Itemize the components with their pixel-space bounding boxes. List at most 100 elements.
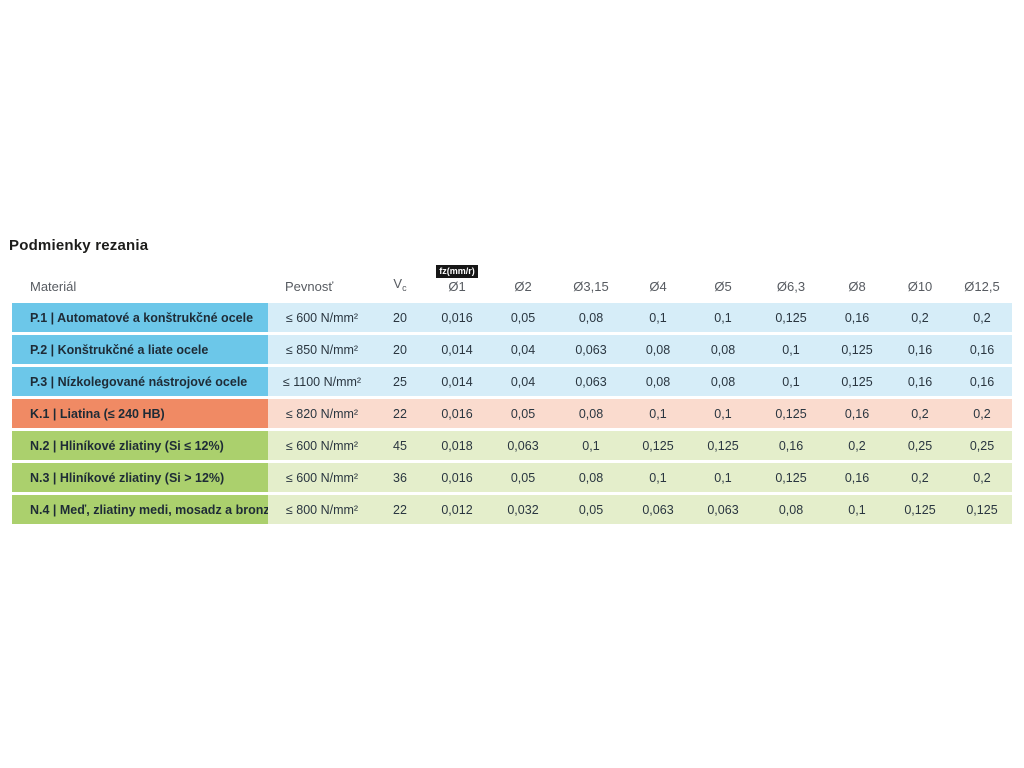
- column-header-material: Materiál: [30, 278, 77, 294]
- fz-cell: 0,063: [626, 495, 690, 524]
- fz-cell: 0,125: [756, 463, 826, 492]
- column-header-diameter-8: Ø10: [907, 278, 933, 294]
- fz-cell: 0,1: [756, 335, 826, 364]
- table-row: N.2 | Hliníkové zliatiny (Si ≤ 12%) ≤ 600…: [12, 431, 1012, 460]
- fz-cell: 0,08: [690, 367, 756, 396]
- fz-cell: 0,018: [424, 431, 490, 460]
- vc-cell: 20: [376, 303, 424, 332]
- vc-cell: 20: [376, 335, 424, 364]
- column-header-diameter-5: Ø5: [714, 278, 732, 294]
- column-header-strength: Pevnosť: [285, 278, 334, 294]
- fz-cell: 0,16: [826, 303, 888, 332]
- fz-cell: 0,1: [690, 303, 756, 332]
- fz-cell: 0,05: [490, 303, 556, 332]
- fz-cell: 0,16: [888, 335, 952, 364]
- fz-cell: 0,25: [888, 431, 952, 460]
- vc-subscript: c: [402, 283, 407, 294]
- fz-cell: 0,2: [952, 399, 1012, 428]
- fz-cell: 0,08: [626, 335, 690, 364]
- fz-cell: 0,16: [888, 367, 952, 396]
- fz-cell: 0,014: [424, 335, 490, 364]
- fz-cell: 0,125: [756, 399, 826, 428]
- fz-cell: 0,032: [490, 495, 556, 524]
- strength-cell: ≤ 850 N/mm²: [268, 335, 376, 364]
- column-header-diameter-2: Ø2: [514, 278, 532, 294]
- fz-cell: 0,05: [490, 463, 556, 492]
- strength-cell: ≤ 820 N/mm²: [268, 399, 376, 428]
- fz-cell: 0,016: [424, 399, 490, 428]
- vc-cell: 25: [376, 367, 424, 396]
- fz-cell: 0,125: [888, 495, 952, 524]
- fz-cell: 0,125: [826, 367, 888, 396]
- table-row: P.2 | Konštrukčné a liate ocele ≤ 850 N/m…: [12, 335, 1012, 364]
- material-cell: N.4 | Meď, zliatiny medi, mosadz a bronz: [12, 495, 270, 524]
- column-header-diameter-4: Ø4: [649, 278, 667, 294]
- fz-cell: 0,2: [888, 463, 952, 492]
- fz-cell: 0,05: [490, 399, 556, 428]
- table-row: N.3 | Hliníkové zliatiny (Si > 12%) ≤ 600…: [12, 463, 1012, 492]
- fz-cell: 0,08: [756, 495, 826, 524]
- fz-cell: 0,2: [952, 463, 1012, 492]
- fz-cell: 0,16: [952, 367, 1012, 396]
- fz-cell: 0,125: [626, 431, 690, 460]
- fz-cell: 0,014: [424, 367, 490, 396]
- strength-cell: ≤ 600 N/mm²: [268, 303, 376, 332]
- fz-cell: 0,125: [756, 303, 826, 332]
- material-cell: P.3 | Nízkolegované nástrojové ocele: [12, 367, 268, 396]
- fz-cell: 0,1: [556, 431, 626, 460]
- vc-cell: 36: [376, 463, 424, 492]
- fz-cell: 0,063: [556, 335, 626, 364]
- table-body: P.1 | Automatové a konštrukčné ocele ≤ 60…: [12, 303, 1012, 524]
- fz-cell: 0,063: [690, 495, 756, 524]
- material-cell: K.1 | Liatina (≤ 240 HB): [12, 399, 268, 428]
- vc-cell: 45: [376, 431, 424, 460]
- fz-cell: 0,04: [490, 367, 556, 396]
- fz-cell: 0,012: [424, 495, 490, 524]
- fz-cell: 0,16: [826, 463, 888, 492]
- table-row: K.1 | Liatina (≤ 240 HB) ≤ 820 N/mm² 22 0,0…: [12, 399, 1012, 428]
- fz-cell: 0,125: [690, 431, 756, 460]
- fz-cell: 0,1: [626, 399, 690, 428]
- strength-cell: ≤ 600 N/mm²: [268, 463, 376, 492]
- table-row: N.4 | Meď, zliatiny medi, mosadz a bronz…: [12, 495, 1012, 524]
- strength-cell: ≤ 600 N/mm²: [268, 431, 376, 460]
- fz-cell: 0,16: [826, 399, 888, 428]
- fz-cell: 0,04: [490, 335, 556, 364]
- fz-cell: 0,1: [826, 495, 888, 524]
- column-header-diameter-9: Ø12,5: [964, 278, 1000, 294]
- fz-cell: 0,1: [690, 399, 756, 428]
- strength-cell: ≤ 800 N/mm²: [268, 495, 376, 524]
- fz-cell: 0,1: [626, 463, 690, 492]
- fz-cell: 0,1: [626, 303, 690, 332]
- fz-cell: 0,2: [888, 399, 952, 428]
- table-header-row: Materiál Pevnosť Vc fz(mm/r) Ø1 Ø2 Ø3,15…: [12, 258, 1012, 294]
- cutting-conditions-table: Materiál Pevnosť Vc fz(mm/r) Ø1 Ø2 Ø3,15…: [12, 258, 1012, 527]
- fz-cell: 0,016: [424, 463, 490, 492]
- vc-cell: 22: [376, 399, 424, 428]
- material-cell: N.2 | Hliníkové zliatiny (Si ≤ 12%): [12, 431, 268, 460]
- strength-cell: ≤ 1100 N/mm²: [268, 367, 376, 396]
- fz-cell: 0,08: [556, 463, 626, 492]
- fz-cell: 0,1: [690, 463, 756, 492]
- fz-cell: 0,2: [952, 303, 1012, 332]
- fz-cell: 0,125: [952, 495, 1012, 524]
- vc-label: V: [393, 276, 403, 292]
- diameter-label: Ø1: [448, 278, 466, 294]
- fz-cell: 0,08: [690, 335, 756, 364]
- fz-unit-badge: fz(mm/r): [436, 264, 478, 278]
- fz-cell: 0,2: [888, 303, 952, 332]
- column-header-diameter-7: Ø8: [848, 278, 866, 294]
- fz-cell: 0,08: [626, 367, 690, 396]
- fz-cell: 0,08: [556, 303, 626, 332]
- fz-cell: 0,16: [952, 335, 1012, 364]
- vc-cell: 22: [376, 495, 424, 524]
- fz-cell: 0,2: [826, 431, 888, 460]
- fz-cell: 0,05: [556, 495, 626, 524]
- table-row: P.3 | Nízkolegované nástrojové ocele ≤ 11…: [12, 367, 1012, 396]
- column-header-diameter-6: Ø6,3: [776, 278, 806, 294]
- fz-cell: 0,063: [490, 431, 556, 460]
- column-header-diameter-3: Ø3,15: [573, 278, 609, 294]
- fz-cell: 0,016: [424, 303, 490, 332]
- material-cell: N.3 | Hliníkové zliatiny (Si > 12%): [12, 463, 268, 492]
- page-title: Podmienky rezania: [9, 237, 149, 254]
